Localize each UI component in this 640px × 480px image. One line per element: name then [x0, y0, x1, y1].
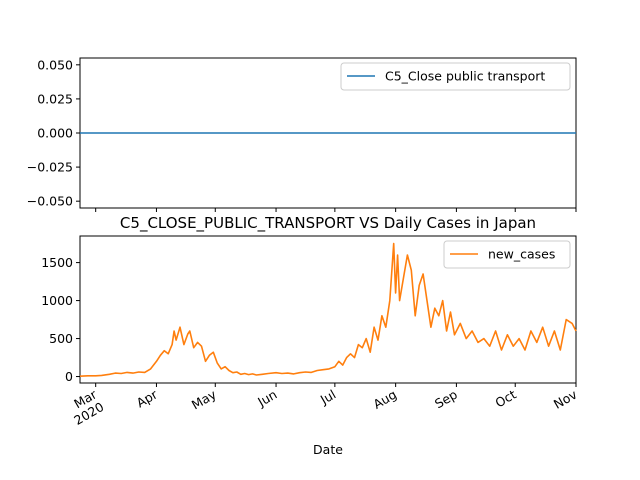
bottom-series-group [79, 242, 577, 377]
bottom-y-tick-label: 0 [65, 369, 73, 384]
bottom-y-tick-label: 1000 [41, 293, 73, 308]
chart-title: C5_CLOSE_PUBLIC_TRANSPORT VS Daily Cases… [120, 214, 536, 233]
series-line-new-cases [79, 242, 577, 377]
bottom-x-tick-label: May [189, 386, 219, 412]
top-y-tick-label: 0.050 [37, 57, 73, 72]
top-subplot: 0.050 0.025 0.000 −0.025 −0.050 C5_Close pub… [27, 57, 577, 212]
top-y-tick-label: 0.000 [37, 126, 73, 141]
bottom-x-tick-label: Aug [370, 387, 399, 412]
top-y-tick-label: −0.025 [27, 160, 73, 175]
bottom-plot-frame [79, 235, 577, 384]
top-legend-box [340, 62, 571, 91]
bottom-x-tick-label: Jun [254, 387, 279, 410]
bottom-x-tick-label: Jul [317, 387, 338, 408]
bottom-y-tick-label: 500 [49, 331, 73, 346]
bottom-x-tick-label: Sep [432, 387, 460, 412]
bottom-y-tick-label: 1500 [41, 255, 73, 270]
top-y-tick-label: 0.025 [37, 91, 73, 106]
bottom-x-tick-label: Apr [134, 386, 161, 410]
top-legend: C5_Close public transport [340, 62, 571, 91]
bottom-x-tick-label: Mar2020 [64, 386, 107, 428]
bottom-legend-label: new_cases [488, 247, 555, 262]
bottom-legend-box [443, 240, 571, 269]
top-legend-label: C5_Close public transport [385, 69, 545, 84]
bottom-x-tick-label: Oct [492, 387, 518, 411]
bottom-x-tick-label: Nov [551, 386, 580, 411]
bottom-legend: new_cases [443, 240, 571, 269]
x-axis-label: Date [313, 442, 343, 457]
bottom-y-axis: 0 500 1000 1500 [41, 255, 80, 384]
bottom-x-axis: Mar2020 Apr May Jun Jul Aug Sep Oct Nov [64, 383, 580, 428]
top-x-axis [95, 208, 577, 212]
top-y-axis: 0.050 0.025 0.000 −0.025 −0.050 [27, 57, 80, 209]
bottom-subplot: C5_CLOSE_PUBLIC_TRANSPORT VS Daily Cases… [41, 214, 580, 457]
top-y-tick-label: −0.050 [27, 194, 73, 209]
